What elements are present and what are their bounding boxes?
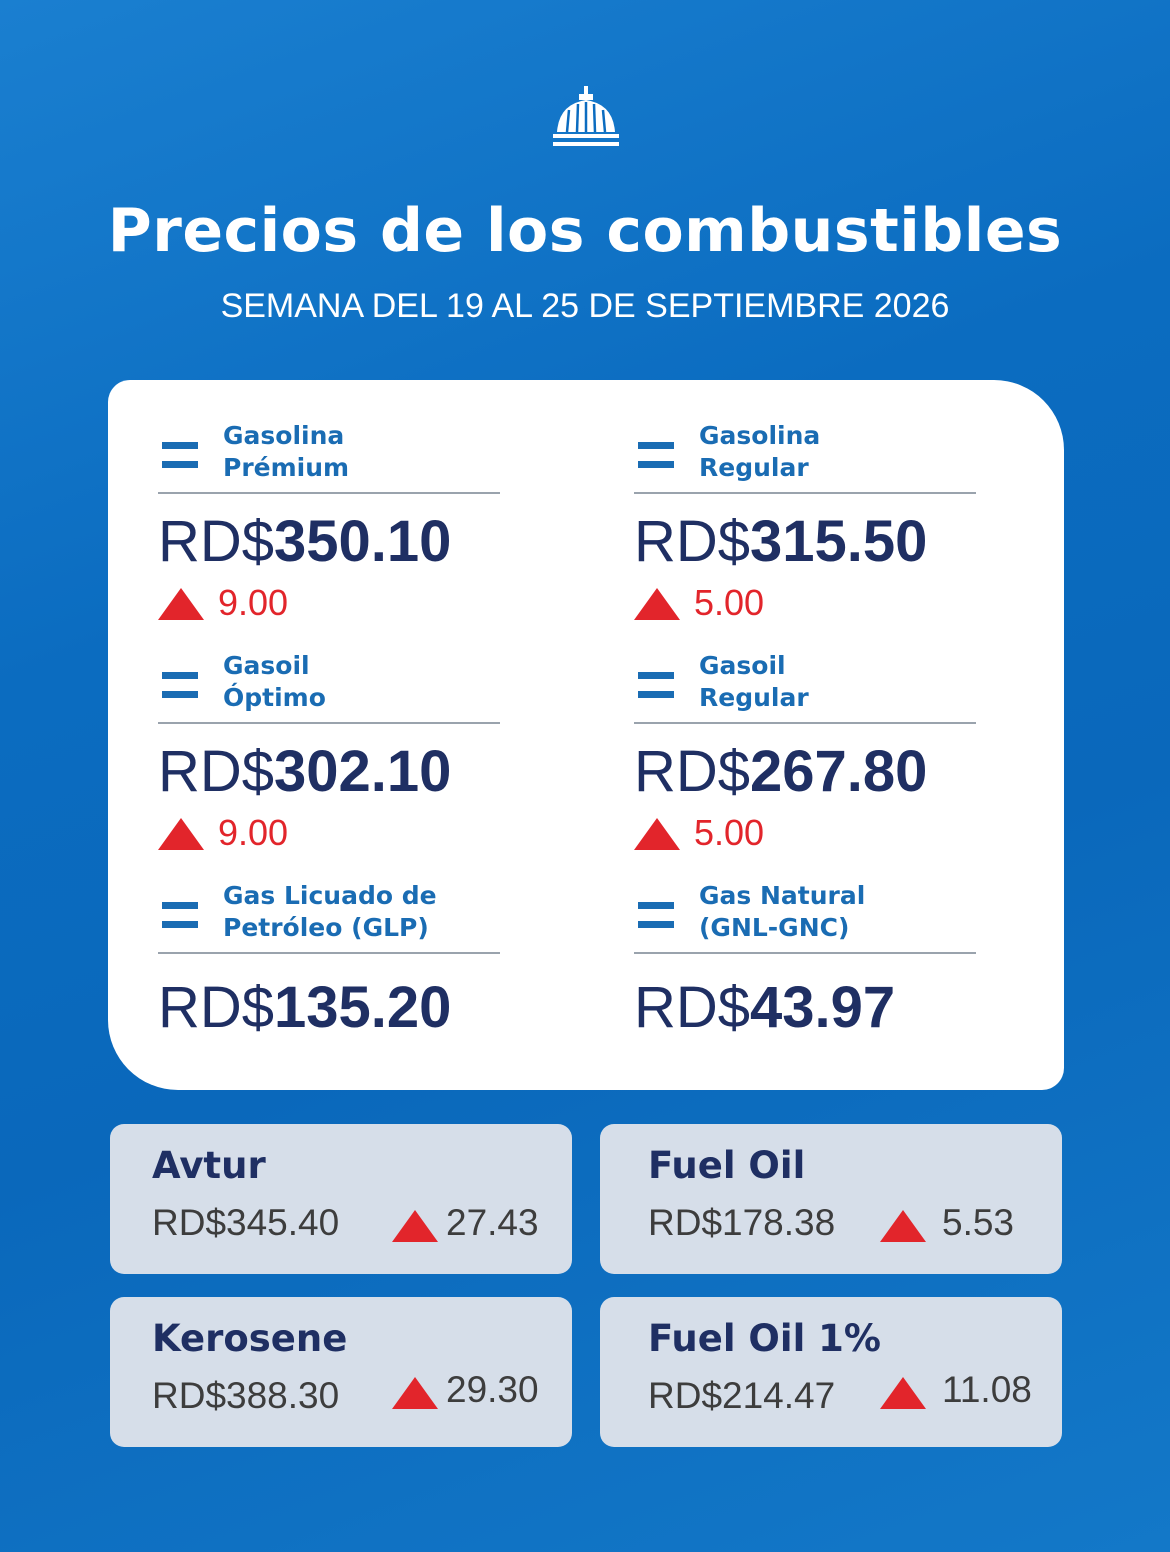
fuel-name-line: Gasolina [223, 421, 345, 450]
equal-icon-bar [162, 691, 198, 698]
fuel-name: Kerosene [152, 1317, 348, 1360]
up-arrow [392, 1210, 438, 1242]
price-value: 315.50 [750, 509, 928, 574]
currency: RD$ [634, 509, 751, 574]
fuel-name-line: Prémium [223, 453, 350, 482]
up-arrow [158, 818, 204, 850]
price-value: 135.20 [274, 975, 452, 1040]
price-change: 5.00 [694, 582, 765, 623]
divider [158, 952, 500, 954]
fuel-name: Gas Licuado de Petróleo (GLP) [223, 880, 437, 944]
up-arrow [634, 588, 680, 620]
up-arrow [880, 1377, 926, 1409]
price-value: 350.10 [274, 509, 452, 574]
price: RD$135.20 [158, 974, 451, 1041]
fuel-name-line: Petróleo (GLP) [223, 913, 429, 942]
price-value: 267.80 [750, 739, 928, 804]
price-value: 43.97 [750, 975, 896, 1040]
equal-icon-bar [638, 442, 674, 449]
fuel-name-line: Gas Natural [699, 881, 866, 910]
price: RD$302.10 [158, 738, 451, 805]
fuel-name: Fuel Oil [648, 1144, 806, 1187]
fuel-name-line: Gas Licuado de [223, 881, 437, 910]
divider [634, 722, 976, 724]
fuel-name: Avtur [152, 1144, 266, 1187]
currency: RD$ [158, 509, 275, 574]
equal-icon-bar [638, 691, 674, 698]
fuel-name-line: Regular [699, 683, 809, 712]
subtitle: SEMANA DEL 19 AL 25 DE SEPTIEMBRE 2026 [220, 287, 950, 325]
fuel-name: Gasoil Regular [699, 650, 809, 714]
equal-icon-bar [162, 921, 198, 928]
fuel-name-line: (GNL-GNC) [699, 913, 850, 942]
fuel-name: Gasolina Regular [699, 420, 820, 484]
currency: RD$ [634, 739, 751, 804]
currency: RD$ [158, 975, 275, 1040]
equal-icon-bar [638, 902, 674, 909]
price: RD$43.97 [634, 974, 895, 1041]
equal-icon-bar [162, 902, 198, 909]
price: RD$267.80 [634, 738, 927, 805]
title: Precios de los combustibles [107, 196, 1063, 266]
divider [158, 492, 500, 494]
equal-icon-bar [638, 921, 674, 928]
equal-icon-bar [162, 672, 198, 679]
fuel-name: Gas Natural (GNL-GNC) [699, 880, 865, 944]
fuel-name: Fuel Oil 1% [648, 1317, 881, 1360]
fuel-name-line: Óptimo [223, 683, 326, 712]
currency: RD$ [634, 975, 751, 1040]
divider [158, 722, 500, 724]
up-arrow [158, 588, 204, 620]
fuel-name: Gasolina Prémium [223, 420, 349, 484]
main-card [108, 380, 1064, 1090]
logo [553, 86, 619, 146]
price: RD$315.50 [634, 508, 927, 575]
price-change: 27.43 [446, 1202, 539, 1243]
fuel-card: Fuel Oil RD$178.38 5.53 [600, 1124, 1062, 1274]
fuel-name-line: Gasoil [699, 651, 786, 680]
up-arrow [880, 1210, 926, 1242]
fuel-price: RD$345.40 [152, 1202, 340, 1243]
equal-icon-bar [162, 461, 198, 468]
price-change: 29.30 [446, 1369, 539, 1410]
equal-icon-bar [638, 461, 674, 468]
price-change: 5.53 [942, 1202, 1015, 1243]
fuel-card: Fuel Oil 1% RD$214.47 11.08 [600, 1297, 1062, 1447]
price-change: 9.00 [218, 582, 289, 623]
price-value: 302.10 [274, 739, 452, 804]
price: RD$350.10 [158, 508, 451, 575]
fuel-price: RD$214.47 [648, 1375, 836, 1416]
fuel-price: RD$388.30 [152, 1375, 340, 1416]
fuel-name: Gasoil Óptimo [223, 650, 326, 714]
divider [634, 492, 976, 494]
fuel-name-line: Gasoil [223, 651, 310, 680]
fuel-card: Kerosene RD$388.30 29.30 [110, 1297, 572, 1447]
fuel-name-line: Regular [699, 453, 809, 482]
equal-icon-bar [638, 672, 674, 679]
up-arrow [634, 818, 680, 850]
up-arrow [392, 1377, 438, 1409]
equal-icon-bar [162, 442, 198, 449]
price-change: 5.00 [694, 812, 765, 853]
fuel-price: RD$178.38 [648, 1202, 836, 1243]
currency: RD$ [158, 739, 275, 804]
divider [634, 952, 976, 954]
price-change: 9.00 [218, 812, 289, 853]
price-change: 11.08 [942, 1369, 1032, 1410]
fuel-card: Avtur RD$345.40 27.43 [110, 1124, 572, 1274]
fuel-name-line: Gasolina [699, 421, 821, 450]
